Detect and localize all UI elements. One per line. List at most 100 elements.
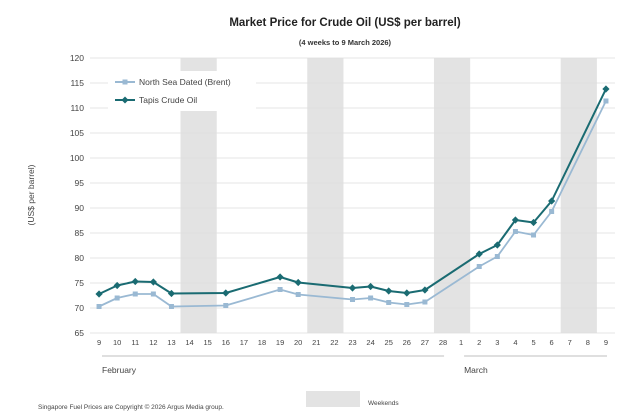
- y-tick-label: 80: [75, 253, 85, 263]
- y-tick-label: 100: [70, 153, 84, 163]
- data-point-brent: [386, 300, 392, 305]
- y-tick-label: 70: [75, 303, 85, 313]
- data-point-tapis: [348, 284, 357, 292]
- weekend-band: [433, 58, 471, 333]
- data-point-brent: [277, 287, 283, 292]
- y-tick-label: 95: [75, 178, 85, 188]
- x-tick-label: 20: [294, 338, 302, 347]
- grid-lines: [90, 57, 615, 334]
- data-point-brent: [476, 264, 482, 269]
- y-tick-label: 85: [75, 228, 85, 238]
- x-tick-label: 7: [568, 338, 572, 347]
- y-axis-ticks: 65 70 75 80 85 90 95 100 105 110 115 120: [70, 53, 84, 338]
- x-axis: 9 10 11 12 13 14 15 16 17 18 19 20 21 22 23 24 25 26 27 28 1…: [97, 338, 608, 375]
- weekends-legend-swatch: [306, 391, 360, 407]
- data-point-brent: [150, 291, 156, 297]
- weekend-band: [560, 58, 597, 333]
- legend: North Sea Dated (Brent) Tapis Crude Oil: [108, 71, 256, 111]
- y-tick-label: 65: [75, 328, 85, 338]
- data-point-brent: [223, 303, 229, 308]
- x-tick-label: 2: [477, 338, 481, 347]
- x-tick-label: 19: [276, 338, 284, 347]
- data-point-tapis: [367, 282, 375, 291]
- data-point-brent: [531, 232, 537, 238]
- data-point-tapis: [276, 273, 284, 281]
- x-tick-label: 27: [421, 338, 429, 347]
- data-point-tapis: [602, 85, 610, 93]
- data-point-brent: [132, 291, 138, 297]
- x-tick-label: 11: [131, 338, 139, 347]
- data-point-brent: [168, 304, 174, 309]
- data-point-tapis: [95, 290, 103, 298]
- x-tick-label: 10: [113, 338, 121, 347]
- y-tick-label: 120: [70, 53, 84, 63]
- x-tick-label: 8: [586, 338, 590, 347]
- legend-background: [108, 71, 256, 111]
- data-point-tapis: [403, 289, 411, 297]
- x-tick-label: 4: [513, 338, 517, 347]
- y-tick-label: 105: [70, 128, 84, 138]
- y-tick-label: 90: [75, 203, 85, 213]
- chart-title: Market Price for Crude Oil (US$ per barr…: [229, 17, 461, 29]
- month-label: February: [102, 365, 137, 375]
- data-point-brent: [603, 98, 609, 104]
- x-tick-label: 13: [167, 338, 175, 347]
- x-tick-label: 26: [403, 338, 411, 347]
- data-point-brent: [512, 229, 518, 234]
- month-label: March: [464, 365, 488, 375]
- footnote: Singapore Fuel Prices are Copyright © 20…: [38, 403, 224, 411]
- weekend-band: [307, 58, 344, 333]
- data-point-tapis: [475, 250, 483, 258]
- data-point-tapis: [222, 289, 230, 297]
- data-point-brent: [404, 302, 410, 307]
- data-point-tapis: [385, 287, 393, 295]
- data-point-brent: [549, 209, 555, 214]
- x-tick-label: 6: [550, 338, 554, 347]
- data-point-tapis: [548, 197, 556, 205]
- x-tick-label: 18: [258, 338, 266, 347]
- x-tick-label: 25: [385, 338, 393, 347]
- data-point-tapis: [113, 281, 121, 290]
- x-tick-label: 12: [149, 338, 157, 347]
- x-tick-label: 21: [312, 338, 320, 347]
- data-point-tapis: [294, 278, 302, 287]
- x-tick-label: 23: [348, 338, 356, 347]
- x-tick-label: 15: [204, 338, 212, 347]
- chart-subtitle: (4 weeks to 9 March 2026): [299, 38, 392, 47]
- x-tick-label: 28: [439, 338, 447, 347]
- legend-label-brent: North Sea Dated (Brent): [139, 77, 231, 87]
- series-lines: [98, 88, 607, 308]
- x-tick-label: 22: [330, 338, 338, 347]
- x-tick-label: 14: [185, 338, 193, 347]
- data-point-tapis: [421, 286, 429, 294]
- x-tick-label: 16: [222, 338, 230, 347]
- legend-label-tapis: Tapis Crude Oil: [139, 95, 197, 105]
- data-point-tapis: [511, 216, 520, 224]
- x-tick-label: 24: [366, 338, 374, 347]
- legend-marker-brent: [122, 79, 128, 85]
- data-point-tapis: [131, 277, 139, 286]
- series-line-brent: [98, 100, 607, 308]
- x-tick-label: 9: [97, 338, 101, 347]
- y-tick-label: 110: [70, 103, 84, 113]
- data-point-brent: [368, 295, 374, 301]
- y-tick-label: 75: [75, 278, 85, 288]
- weekends-legend-label: Weekends: [368, 400, 399, 407]
- data-point-brent: [96, 304, 102, 309]
- data-point-brent: [295, 292, 301, 297]
- x-tick-label: 9: [604, 338, 608, 347]
- data-point-brent: [114, 295, 120, 301]
- data-point-brent: [422, 299, 428, 305]
- data-point-tapis: [529, 218, 538, 227]
- series-markers: [95, 85, 610, 309]
- x-tick-label: 1: [459, 338, 463, 347]
- data-point-tapis: [493, 241, 501, 249]
- x-tick-label: 17: [240, 338, 248, 347]
- data-point-tapis: [167, 289, 176, 298]
- x-tick-label: 3: [495, 338, 499, 347]
- data-point-tapis: [149, 278, 157, 286]
- legend-marker-tapis: [121, 96, 129, 104]
- data-point-brent: [350, 297, 355, 302]
- y-axis-label: (US$ per barrel): [26, 164, 36, 225]
